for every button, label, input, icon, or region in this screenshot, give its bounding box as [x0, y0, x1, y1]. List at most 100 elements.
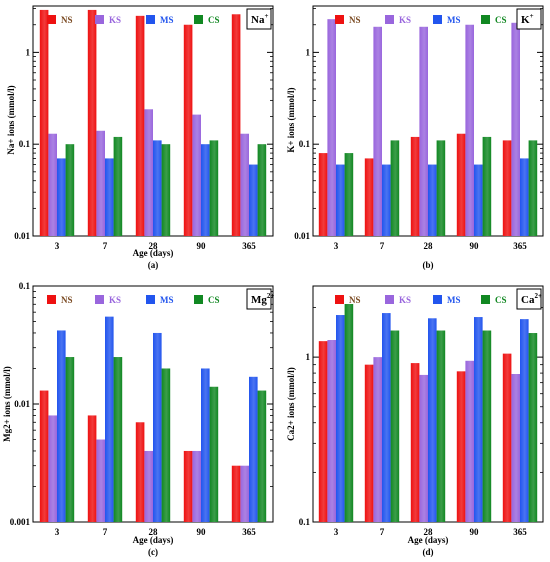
y-axis-label: Na+ ions (mmol/l): [6, 85, 16, 154]
y-tick-label: 0.1: [19, 139, 31, 149]
bar-CS-28: [436, 330, 446, 522]
bar-KS-3: [327, 340, 336, 522]
bar-MS-28: [428, 318, 437, 522]
legend-label-CS: CS: [208, 15, 220, 25]
bar-MS-365: [520, 158, 529, 236]
x-tick-label: 3: [55, 241, 60, 251]
bar-MS-3: [336, 315, 345, 522]
bar-KS-7: [96, 439, 105, 522]
bar-NS-3: [39, 9, 49, 237]
bar-KS-7: [96, 130, 105, 236]
legend-swatch-MS: [433, 15, 442, 24]
chart-panel-0: 0.01 0.1 1 3 7 28 90 365 NS KS MS CS Na+ Na+ ions (mm…: [6, 5, 274, 270]
legend-label-MS: MS: [160, 295, 174, 305]
bar-MS-7: [382, 313, 391, 522]
x-tick-label: 365: [242, 527, 256, 537]
legend-swatch-MS: [433, 295, 442, 304]
bar-NS-3: [318, 153, 328, 236]
x-tick-label: 365: [513, 527, 527, 537]
legend-label-CS: CS: [208, 295, 220, 305]
legend-label-CS: CS: [495, 15, 507, 25]
bar-CS-90: [482, 330, 492, 522]
x-tick-label: 3: [334, 241, 339, 251]
x-axis-label: Age (days): [133, 535, 174, 545]
legend-label-NS: NS: [61, 15, 73, 25]
y-tick-label: 0.01: [294, 231, 310, 241]
bar-NS-28: [135, 422, 145, 522]
bar-MS-365: [249, 164, 258, 236]
panel-label: (a): [148, 260, 159, 270]
bar-CS-90: [209, 140, 219, 236]
bar-MS-7: [105, 158, 114, 236]
bar-KS-3: [48, 133, 57, 236]
bar-MS-3: [336, 164, 345, 236]
bar-MS-28: [428, 164, 437, 236]
bar-NS-3: [39, 390, 49, 522]
bar-KS-28: [419, 26, 428, 237]
bar-NS-7: [364, 158, 374, 236]
bar-NS-90: [183, 24, 193, 236]
bar-NS-28: [410, 136, 420, 236]
bar-CS-365: [257, 144, 267, 236]
bar-MS-90: [474, 164, 483, 236]
x-tick-label: 28: [149, 527, 159, 537]
bar-NS-90: [456, 133, 466, 236]
legend-swatch-CS: [481, 295, 490, 304]
bar-MS-3: [57, 330, 66, 522]
bar-KS-365: [240, 133, 249, 236]
x-axis-label: Age (days): [408, 535, 449, 545]
bar-CS-28: [161, 368, 171, 522]
x-tick-label: 7: [103, 527, 108, 537]
bar-CS-3: [344, 303, 354, 522]
bar-KS-90: [465, 360, 474, 522]
bar-CS-7: [390, 140, 400, 236]
legend-label-NS: NS: [349, 295, 361, 305]
bar-CS-7: [390, 330, 400, 522]
x-tick-label: 7: [380, 527, 385, 537]
legend-swatch-CS: [194, 295, 203, 304]
x-tick-label: 3: [55, 527, 60, 537]
bar-NS-3: [318, 341, 328, 522]
x-tick-label: 3: [334, 527, 339, 537]
legend-swatch-KS: [385, 15, 394, 24]
bar-KS-365: [511, 374, 520, 522]
y-tick-label: 0.1: [299, 139, 311, 149]
bar-MS-90: [474, 317, 483, 522]
x-tick-label: 90: [470, 241, 480, 251]
bar-NS-365: [231, 465, 241, 522]
legend: NS KS MS CS: [335, 15, 507, 25]
bar-NS-365: [502, 140, 512, 236]
y-axis-label: Mg2+ ions (mmol/l): [2, 366, 12, 442]
legend-label-KS: KS: [399, 295, 411, 305]
x-axis-label: Age (days): [133, 248, 174, 258]
bar-CS-365: [528, 333, 538, 522]
bar-CS-365: [257, 390, 267, 522]
bar-NS-365: [502, 353, 512, 522]
bar-KS-28: [419, 374, 428, 522]
y-tick-label: 1: [306, 352, 311, 362]
bar-NS-90: [183, 450, 193, 522]
x-tick-label: 28: [424, 241, 434, 251]
legend-swatch-KS: [95, 295, 104, 304]
bar-CS-90: [482, 136, 492, 236]
legend-label-MS: MS: [160, 15, 174, 25]
x-tick-label: 7: [380, 241, 385, 251]
bar-KS-90: [192, 114, 201, 236]
x-tick-label: 365: [242, 241, 256, 251]
bar-NS-7: [364, 364, 374, 522]
bar-CS-7: [113, 136, 123, 236]
bar-CS-90: [209, 386, 219, 522]
ion-box: [246, 8, 272, 30]
legend: NS KS MS CS: [335, 295, 507, 305]
y-tick-label: 0.1: [299, 517, 311, 527]
bar-KS-28: [144, 450, 153, 522]
bar-NS-365: [231, 14, 241, 237]
y-tick-label: 0.01: [14, 231, 30, 241]
panel-label: (c): [148, 547, 158, 557]
bar-KS-7: [373, 357, 382, 522]
panel-label: (d): [423, 547, 434, 557]
bar-NS-28: [410, 363, 420, 522]
